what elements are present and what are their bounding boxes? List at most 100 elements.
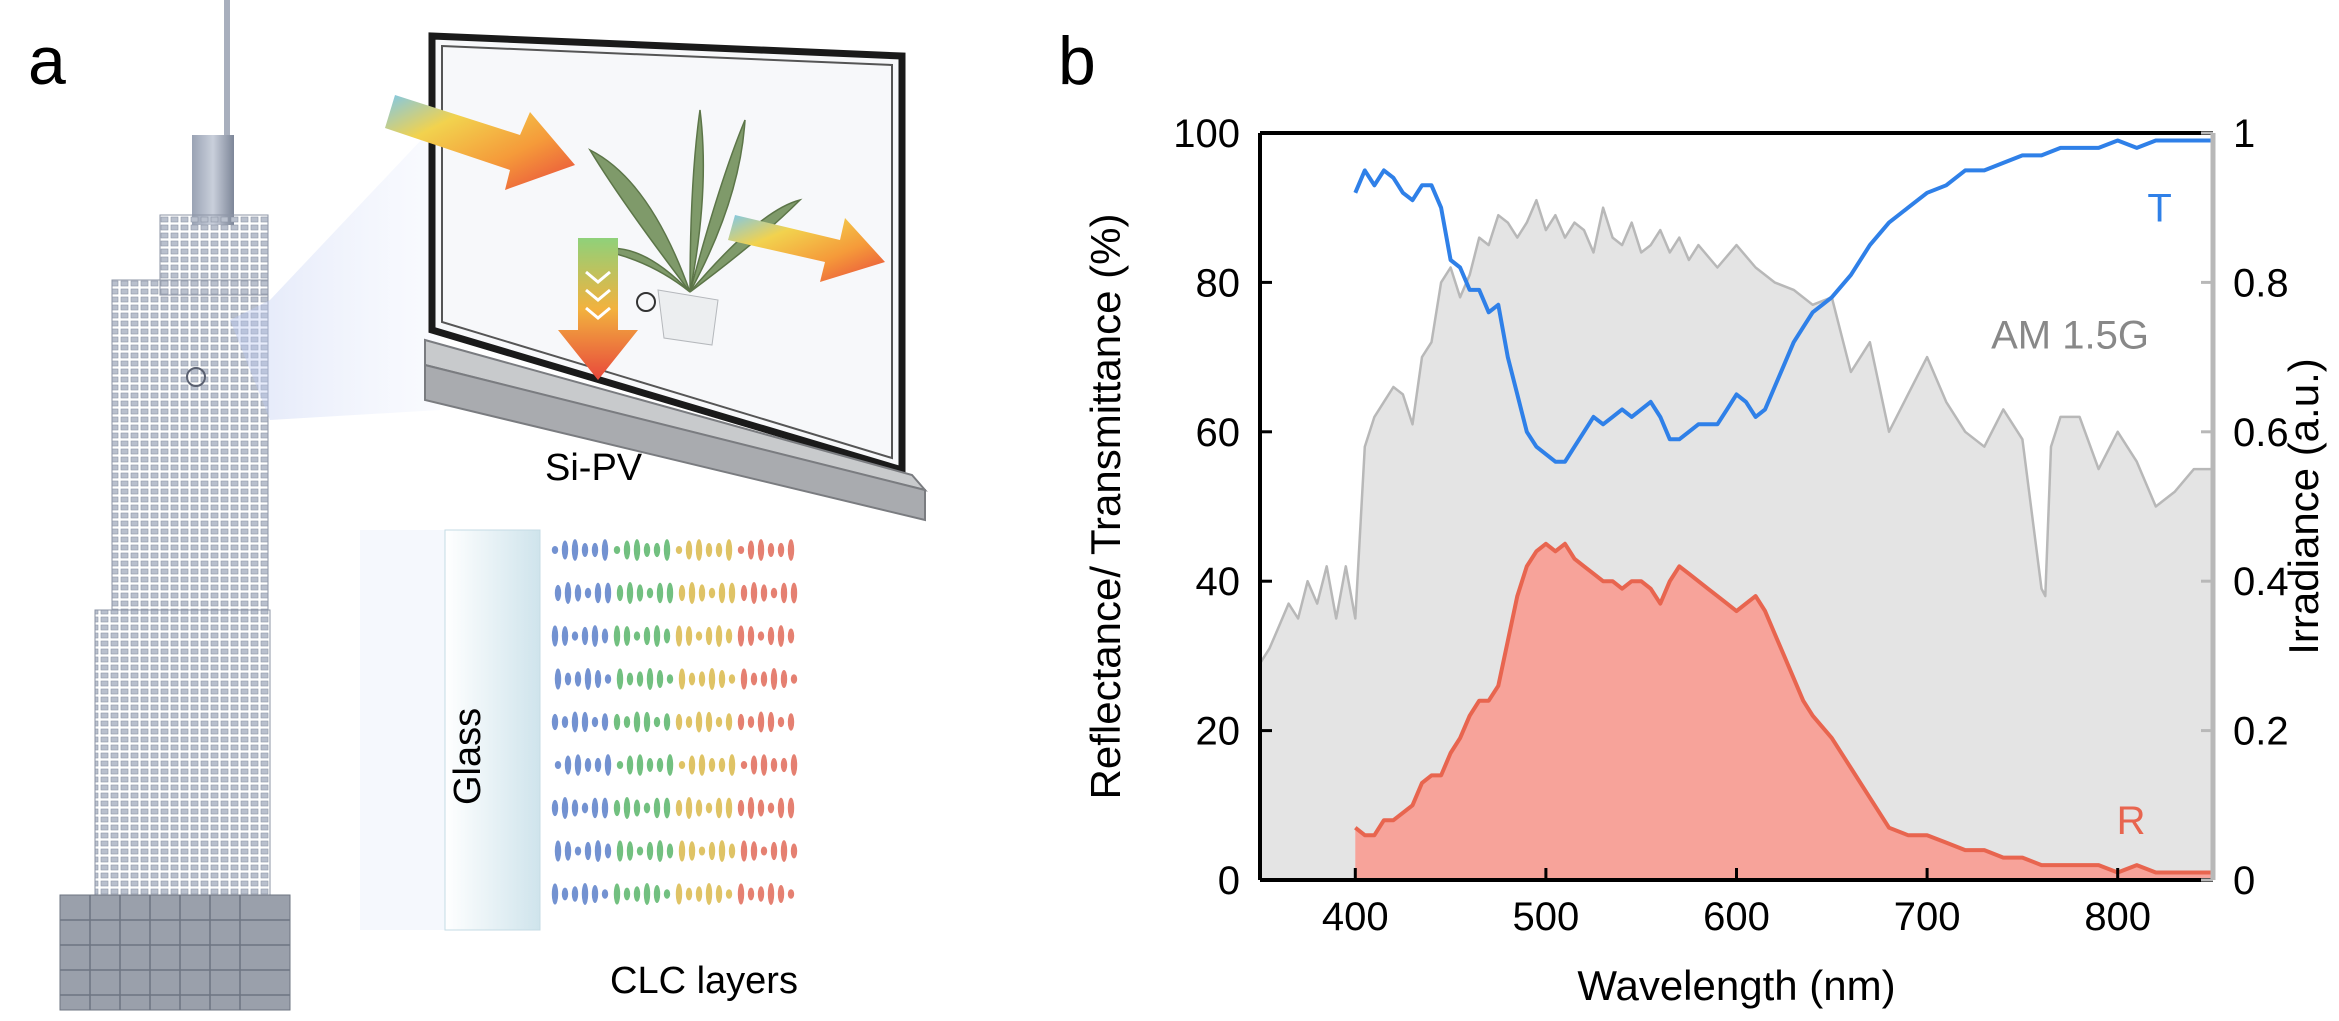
y2-tick-label: 0.6 (2233, 411, 2289, 455)
clc-molecule (787, 889, 795, 899)
clc-molecule (636, 671, 644, 687)
y2-tick-label: 0.2 (2233, 710, 2289, 754)
clc-molecule (685, 887, 693, 901)
glass-slab (444, 529, 541, 931)
clc-molecule (705, 543, 713, 557)
clc-molecule (698, 671, 706, 687)
clc-molecule (581, 543, 589, 557)
clc-molecule (747, 540, 755, 560)
clc-molecule (718, 582, 726, 604)
spectrum-chart: 400 500 600 700 800 0 20 40 60 80 100 0 0.2 0.4 0.6 0.8… (1082, 112, 2327, 1009)
clc-molecule (554, 584, 562, 602)
clc-molecule (770, 668, 778, 690)
x-tick-label: 700 (1894, 895, 1961, 939)
clc-molecule (780, 757, 788, 773)
clc-molecule (708, 841, 716, 861)
clc-molecule (656, 582, 664, 604)
clc-molecule (725, 889, 733, 899)
clc-molecule (725, 539, 733, 561)
clc-molecule (760, 671, 768, 687)
clc-molecule (594, 757, 602, 773)
clc-molecule (643, 883, 651, 905)
clc-molecule (767, 626, 775, 646)
y-tick-label: 60 (1196, 411, 1241, 455)
clc-molecule (790, 674, 798, 684)
clc-molecule (688, 755, 696, 775)
clc-molecule (601, 797, 609, 819)
clc-molecule (623, 540, 631, 560)
clc-molecule (616, 668, 624, 690)
clc-molecule (757, 631, 765, 641)
clc-molecule (760, 584, 768, 602)
clc-molecule (740, 760, 748, 770)
x-tick-label: 400 (1322, 895, 1389, 939)
clc-molecule (613, 883, 621, 905)
clc-molecule (554, 840, 562, 862)
clc-molecule (767, 802, 775, 814)
label-si-pv: Si-PV (545, 447, 643, 489)
clc-molecule (564, 841, 572, 861)
clc-molecule (623, 626, 631, 646)
clc-molecule (747, 797, 755, 819)
clc-molecule (643, 711, 651, 733)
clc-molecule (581, 711, 589, 733)
clc-molecule (666, 843, 674, 859)
clc-molecule (787, 539, 795, 561)
clc-molecule (728, 674, 736, 684)
clc-molecule (643, 626, 651, 646)
clc-molecule (718, 840, 726, 862)
clc-molecule (728, 582, 736, 604)
clc-molecule (737, 799, 745, 817)
clc-molecule (777, 716, 785, 728)
annotation-t: T (2147, 187, 2171, 231)
clc-molecule (688, 672, 696, 686)
clc-molecule (561, 716, 569, 728)
clc-molecule (564, 672, 572, 686)
clc-molecule (705, 626, 713, 646)
clc-molecule (574, 584, 582, 602)
x-tick-label: 800 (2084, 895, 2151, 939)
clc-molecule (653, 797, 661, 819)
clc-molecule (626, 582, 634, 604)
clc-molecule (757, 799, 765, 817)
clc-molecule (623, 797, 631, 819)
y2-tick-label: 0 (2233, 859, 2255, 903)
clc-molecule (663, 889, 671, 899)
rainbow-arrow-icon (385, 95, 885, 380)
clc-molecule (601, 889, 609, 899)
clc-molecule (663, 628, 671, 644)
y-tick-label: 20 (1196, 710, 1241, 754)
panel-letter-a: a (28, 23, 66, 99)
clc-molecule (787, 628, 795, 644)
clc-molecule (790, 843, 798, 859)
clc-molecule (564, 582, 572, 604)
clc-molecule (777, 542, 785, 558)
clc-molecule (757, 539, 765, 561)
clc-molecule (718, 670, 726, 688)
clc-molecule (626, 841, 634, 861)
clc-molecule (685, 626, 693, 646)
clc-molecule (601, 628, 609, 644)
clc-molecule (633, 539, 641, 561)
clc-molecule (633, 886, 641, 902)
clc-molecule (737, 546, 745, 554)
clc-molecule (633, 799, 641, 817)
clc-molecule (787, 713, 795, 731)
clc-molecule (643, 543, 651, 557)
clc-molecule (678, 668, 686, 690)
clc-molecule (663, 713, 671, 731)
clc-molecule (581, 883, 589, 905)
clc-molecule (757, 886, 765, 902)
y2-axis-label: Irradiance (a.u.) (2280, 358, 2327, 654)
clc-molecule (770, 841, 778, 861)
clc-molecule (678, 760, 686, 770)
clc-molecule (715, 716, 723, 728)
clc-molecule (757, 711, 765, 733)
clc-molecule (551, 799, 559, 817)
clc-molecule (718, 757, 726, 773)
clc-molecule (695, 631, 703, 641)
clc-molecule (551, 883, 559, 905)
clc-molecule (594, 840, 602, 862)
clc-molecule (678, 840, 686, 862)
clc-molecule (675, 625, 683, 647)
